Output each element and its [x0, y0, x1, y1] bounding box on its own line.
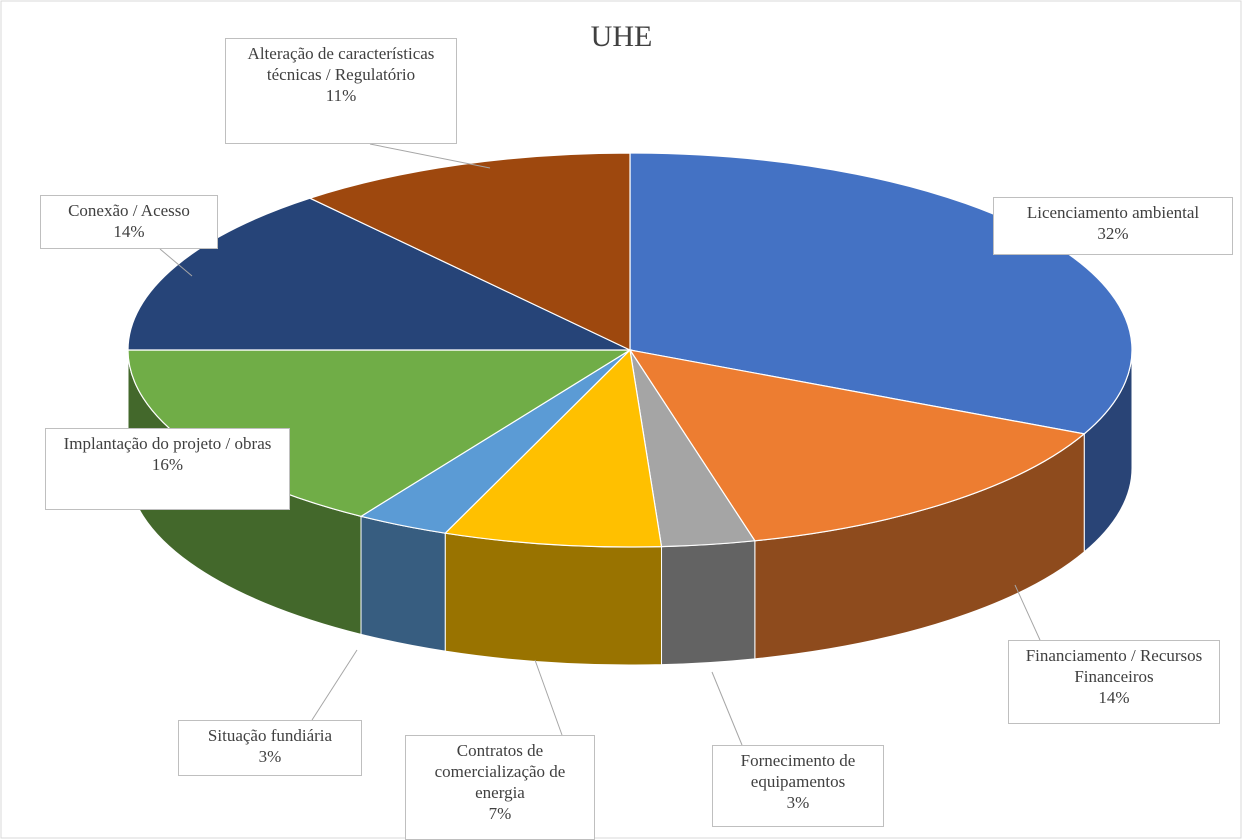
label-value: 16%: [151, 455, 184, 474]
data-label: Licenciamento ambiental 32%: [993, 197, 1233, 255]
label-name: Contratos de comercialização de energia: [434, 741, 566, 802]
chart-title: UHE: [590, 20, 653, 53]
slice: [127, 197, 631, 351]
data-label: Situação fundiária 3%: [178, 720, 362, 776]
leader-line: [369, 143, 491, 169]
data-label: Implantação do projeto / obras 16%: [45, 428, 290, 510]
data-label: Contratos de comercialização de energia 7…: [405, 735, 595, 840]
slice-side: [360, 515, 446, 652]
leader-line: [1014, 584, 1041, 641]
label-value: 32%: [1097, 224, 1129, 243]
slice: [628, 349, 1086, 542]
label-name: Implantação do projeto / obras: [63, 434, 272, 453]
label-name: Fornecimento de equipamentos: [740, 751, 856, 791]
data-label: Fornecimento de equipamentos 3%: [712, 745, 884, 827]
slice-side: [661, 540, 756, 666]
leader-line: [311, 649, 358, 721]
label-value: 14%: [1098, 688, 1130, 707]
data-label: Financiamento / Recursos Financeiros 14%: [1008, 640, 1220, 724]
label-value: 7%: [488, 804, 512, 823]
leader-line: [159, 248, 193, 277]
label-name: Conexão / Acesso: [68, 201, 190, 220]
label-name: Financiamento / Recursos Financeiros: [1025, 646, 1203, 686]
slice: [443, 348, 663, 548]
label-name: Situação fundiária: [207, 726, 333, 745]
leader-line: [534, 659, 563, 736]
label-value: 3%: [258, 747, 282, 766]
leader-line: [711, 671, 743, 746]
data-label: Conexão / Acesso 14%: [40, 195, 218, 249]
label-name: Alteração de características técnicas / …: [247, 44, 435, 84]
label-value: 3%: [786, 793, 810, 812]
label-value: 11%: [325, 86, 357, 105]
data-label: Alteração de características técnicas / …: [225, 38, 457, 144]
slice: [308, 152, 631, 351]
slice-side: [444, 532, 663, 666]
label-value: 14%: [113, 222, 145, 241]
label-name: Licenciamento ambiental: [1026, 203, 1200, 222]
